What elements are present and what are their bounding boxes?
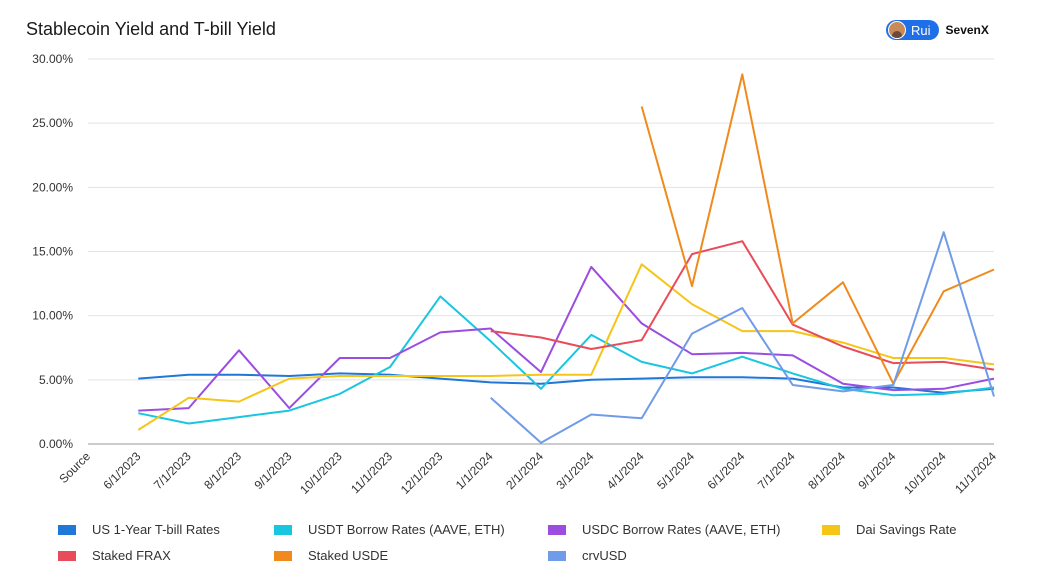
legend-item: crvUSD	[548, 548, 627, 563]
y-tick-label: 30.00%	[32, 52, 73, 66]
y-tick-label: 25.00%	[32, 116, 73, 130]
brand-badge: Rui	[886, 20, 939, 40]
series-line-2	[138, 265, 995, 412]
x-tick-label: 3/1/2024	[554, 449, 597, 492]
chart-series	[137, 73, 995, 444]
x-tick-label: 10/1/2023	[297, 449, 345, 497]
chart-title: Stablecoin Yield and T-bill Yield	[26, 19, 276, 39]
series-line-5	[640, 73, 995, 385]
series-line-0	[138, 372, 995, 394]
legend-label: Staked USDE	[308, 548, 389, 563]
x-tick-label: Source	[56, 449, 93, 486]
x-tick-label: 7/1/2024	[755, 449, 798, 492]
x-tick-label: 1/1/2024	[453, 449, 496, 492]
x-tick-label: 11/1/2024	[952, 449, 999, 496]
legend-swatch	[58, 524, 76, 535]
legend-label: USDT Borrow Rates (AAVE, ETH)	[308, 522, 505, 537]
chart-gridlines	[88, 58, 994, 445]
legend-label: Dai Savings Rate	[856, 522, 957, 537]
x-tick-label: 8/1/2024	[805, 449, 848, 492]
legend-label: US 1-Year T-bill Rates	[92, 522, 220, 537]
y-tick-label: 5.00%	[39, 373, 73, 387]
brand-watermark: Rui SevenX	[886, 19, 989, 41]
legend-label: Staked FRAX	[92, 548, 171, 563]
avatar	[888, 21, 906, 39]
x-tick-label: 12/1/2023	[398, 449, 446, 497]
y-tick-label: 10.00%	[32, 309, 73, 323]
series-line-3	[137, 263, 995, 431]
x-tick-label: 11/1/2023	[348, 449, 395, 496]
legend-item: USDT Borrow Rates (AAVE, ETH)	[274, 522, 505, 537]
brand-user-label: Rui	[911, 22, 931, 38]
y-tick-label: 20.00%	[32, 180, 73, 194]
legend-label: crvUSD	[582, 548, 627, 563]
x-tick-label: 6/1/2023	[101, 449, 144, 492]
x-tick-label: 6/1/2024	[705, 449, 748, 492]
x-tick-label: 4/1/2024	[604, 449, 647, 492]
legend-label: USDC Borrow Rates (AAVE, ETH)	[582, 522, 781, 537]
x-tick-label: 9/1/2024	[856, 449, 899, 492]
x-tick-label: 5/1/2024	[654, 449, 697, 492]
brand-name: SevenX	[945, 23, 989, 37]
series-line-4	[490, 240, 995, 371]
legend-item: Staked FRAX	[58, 548, 171, 563]
x-tick-label: 8/1/2023	[201, 449, 244, 492]
series-line-6	[490, 231, 995, 444]
y-tick-label: 0.00%	[39, 437, 73, 451]
legend-swatch	[548, 550, 566, 561]
x-tick-label: 9/1/2023	[252, 449, 295, 492]
x-tick-label: 7/1/2023	[151, 449, 194, 492]
legend-swatch	[58, 550, 76, 561]
legend-swatch	[274, 524, 292, 535]
legend-item: Staked USDE	[274, 548, 388, 563]
x-axis: Source 6/1/2023 7/1/2023 8/1/2023 9/1/2023 10…	[56, 449, 999, 497]
y-tick-label: 15.00%	[32, 245, 73, 259]
y-axis: 0.00% 5.00% 10.00% 15.00% 20.00% 25.00% 30.00%	[32, 52, 73, 451]
legend-swatch	[548, 524, 566, 535]
x-tick-label: 10/1/2024	[901, 449, 949, 497]
legend-item: USDC Borrow Rates (AAVE, ETH)	[548, 522, 780, 537]
legend-item: US 1-Year T-bill Rates	[58, 522, 220, 537]
x-tick-label: 2/1/2024	[503, 449, 546, 492]
legend-swatch	[274, 550, 292, 561]
legend-swatch	[822, 524, 840, 535]
legend-item: Dai Savings Rate	[822, 522, 956, 537]
